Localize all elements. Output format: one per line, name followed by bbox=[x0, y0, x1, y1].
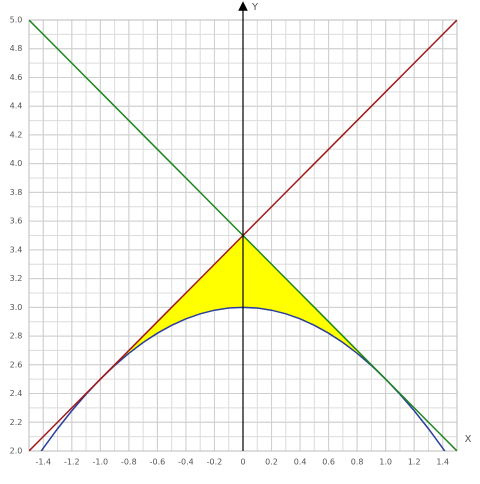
y-tick-label: 4.4 bbox=[10, 102, 23, 111]
x-tick-label: -0.4 bbox=[178, 458, 194, 467]
y-tick-label: 4.6 bbox=[10, 73, 23, 82]
x-tick-label: 0.8 bbox=[351, 458, 364, 467]
x-tick-label: -1.4 bbox=[35, 458, 51, 467]
x-tick-label: 0 bbox=[240, 458, 245, 467]
x-tick-label: 0.4 bbox=[294, 458, 307, 467]
y-tick-label: 4.2 bbox=[10, 130, 23, 139]
x-tick-label: 0.6 bbox=[322, 458, 335, 467]
x-tick-label: 1.4 bbox=[436, 458, 449, 467]
y-tick-label: 2.0 bbox=[10, 447, 23, 456]
y-tick-label: 2.2 bbox=[10, 418, 23, 427]
x-tick-label: -0.8 bbox=[121, 458, 137, 467]
y-tick-label: 2.4 bbox=[10, 389, 23, 398]
axes: -1.4 -1.2 -1.0 -0.8 -0.6 -0.4 -0.2 0 0.2 0.4 0.6 0.… bbox=[10, 1, 449, 467]
y-tick-label: 4.0 bbox=[10, 159, 23, 168]
y-tick-label: 5.0 bbox=[10, 16, 23, 25]
y-tick-label: 2.6 bbox=[10, 360, 23, 369]
x-tick-label: -0.6 bbox=[150, 458, 166, 467]
x-tick-label: -1.0 bbox=[93, 458, 109, 467]
y-tick-label: 3.4 bbox=[10, 245, 23, 254]
x-tick-label: 1.2 bbox=[408, 458, 421, 467]
y-tick-label: 3.2 bbox=[10, 274, 23, 283]
x-tick-label: -1.2 bbox=[64, 458, 80, 467]
y-tick-label: 3.8 bbox=[10, 188, 23, 197]
x-tick-label: 1.0 bbox=[379, 458, 392, 467]
y-tick-label: 4.8 bbox=[10, 44, 23, 53]
y-tick-label: 3.6 bbox=[10, 217, 23, 226]
x-tick-label: 0.2 bbox=[265, 458, 278, 467]
y-axis-label: Y bbox=[251, 2, 259, 13]
x-axis-label: X bbox=[465, 434, 472, 445]
y-tick-label: 3.0 bbox=[10, 303, 23, 312]
x-tick-label: -0.2 bbox=[207, 458, 223, 467]
y-tick-label: 2.8 bbox=[10, 332, 23, 341]
